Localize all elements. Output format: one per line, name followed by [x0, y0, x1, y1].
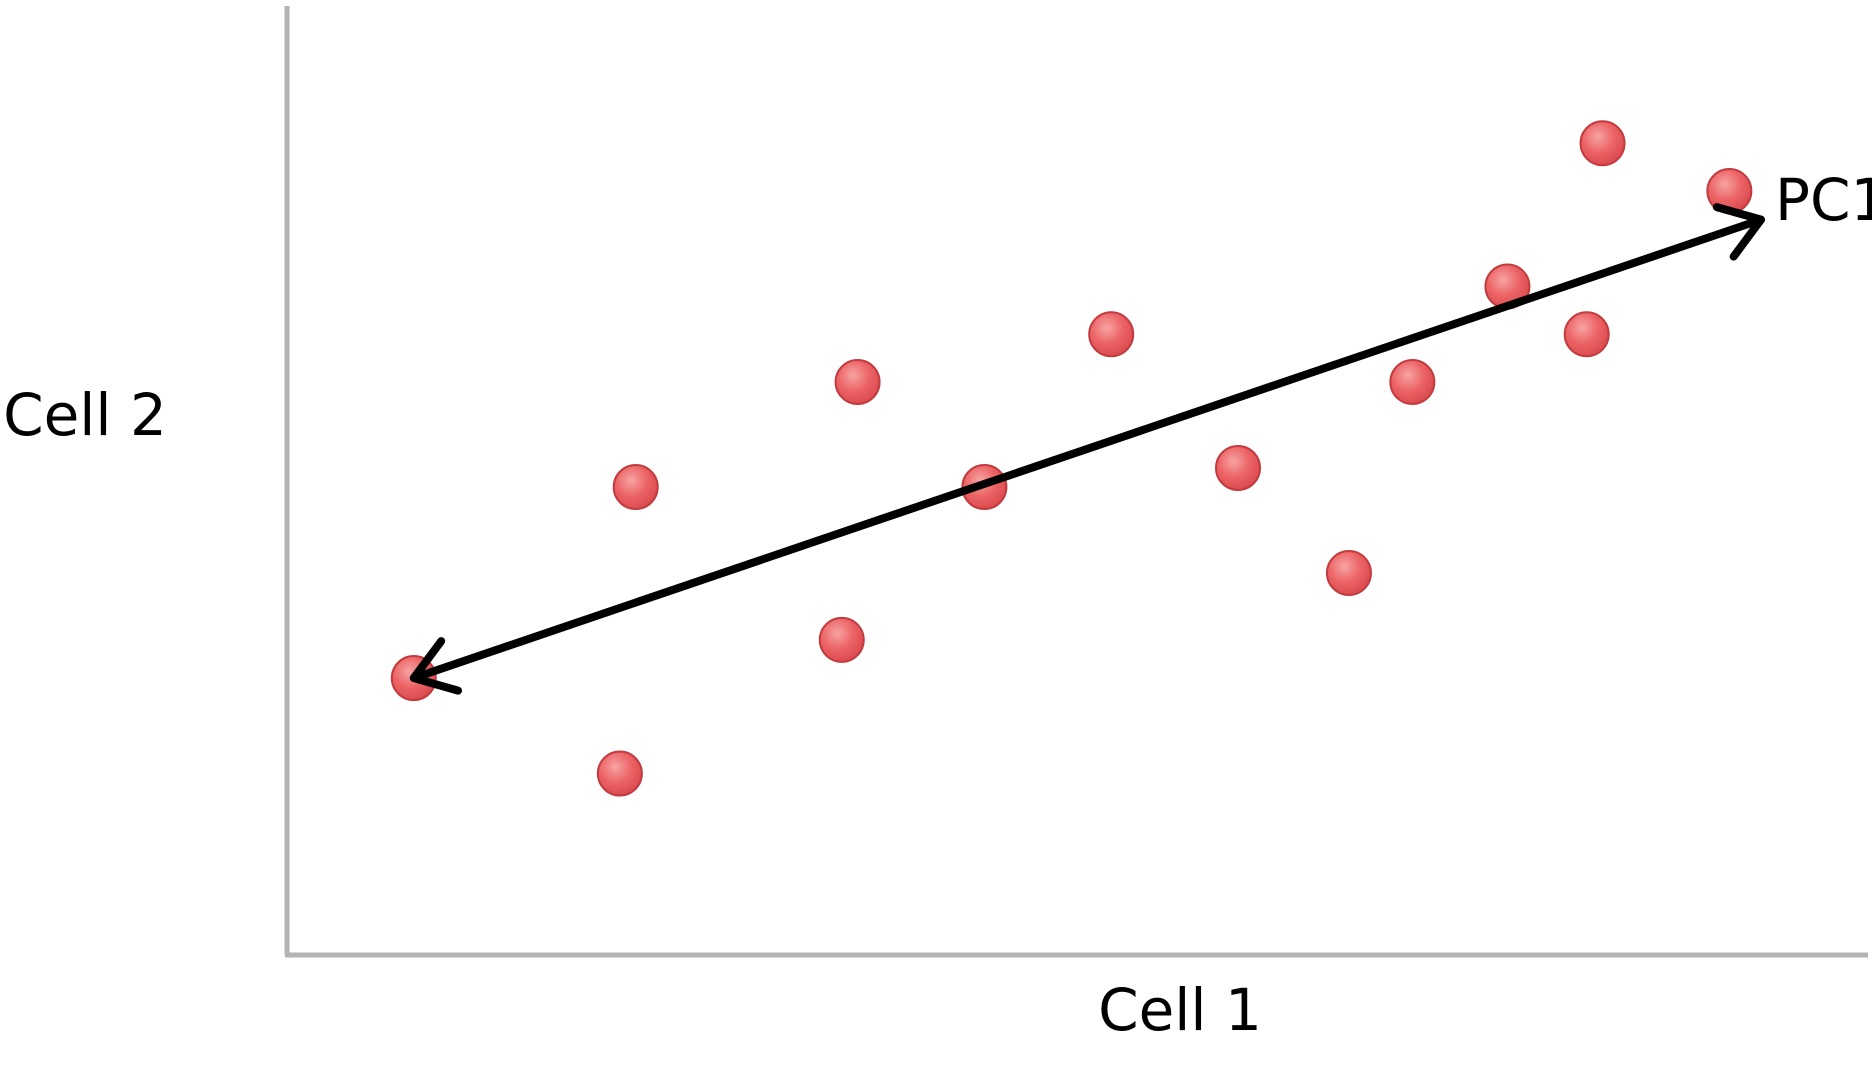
points-layer: [390, 120, 1753, 797]
x-axis-label: Cell 1: [1098, 976, 1262, 1044]
data-point-12: [1563, 311, 1610, 358]
pc1-arrow-head-start: [409, 637, 463, 695]
pc1-arrow-shaft: [409, 215, 1766, 683]
data-point-7: [1088, 311, 1135, 358]
data-point-10: [1389, 359, 1436, 405]
data-point-3: [612, 464, 659, 511]
data-point-9: [1325, 550, 1372, 596]
data-point-5: [834, 359, 881, 405]
pc1-label: PC1: [1775, 166, 1872, 234]
data-point-8: [1215, 444, 1261, 491]
data-point-13: [1579, 120, 1626, 167]
data-point-2: [596, 750, 643, 797]
data-point-4: [818, 616, 865, 663]
pc1-arrow-head-end: [1712, 203, 1766, 261]
y-axis-label: Cell 2: [3, 381, 167, 449]
pc1-arrow: [409, 203, 1766, 695]
